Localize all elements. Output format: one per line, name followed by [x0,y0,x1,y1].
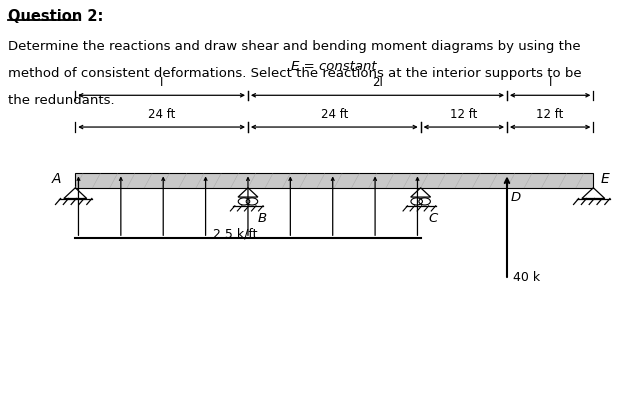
Text: the redundants.: the redundants. [8,94,114,107]
Text: C: C [428,212,438,225]
Text: Determine the reactions and draw shear and bending moment diagrams by using the: Determine the reactions and draw shear a… [8,40,581,53]
Text: 2I: 2I [372,76,383,89]
Text: I: I [549,76,552,89]
Text: Question 2:: Question 2: [8,9,103,24]
Text: A: A [52,172,61,186]
Text: B: B [258,212,267,225]
Text: E: E [601,172,610,186]
Text: method of consistent deformations. Select the reactions at the interior supports: method of consistent deformations. Selec… [8,67,581,80]
Bar [75,173,593,188]
Text: 40 k: 40 k [514,271,540,284]
Text: 24 ft: 24 ft [321,108,348,121]
Text: 12 ft: 12 ft [537,108,564,121]
Text: E = constant: E = constant [292,60,377,73]
Text: D: D [510,191,521,204]
Text: I: I [160,76,163,89]
Text: 12 ft: 12 ft [450,108,477,121]
Text: 2.5 k/ft: 2.5 k/ft [213,227,258,240]
Text: 24 ft: 24 ft [148,108,175,121]
